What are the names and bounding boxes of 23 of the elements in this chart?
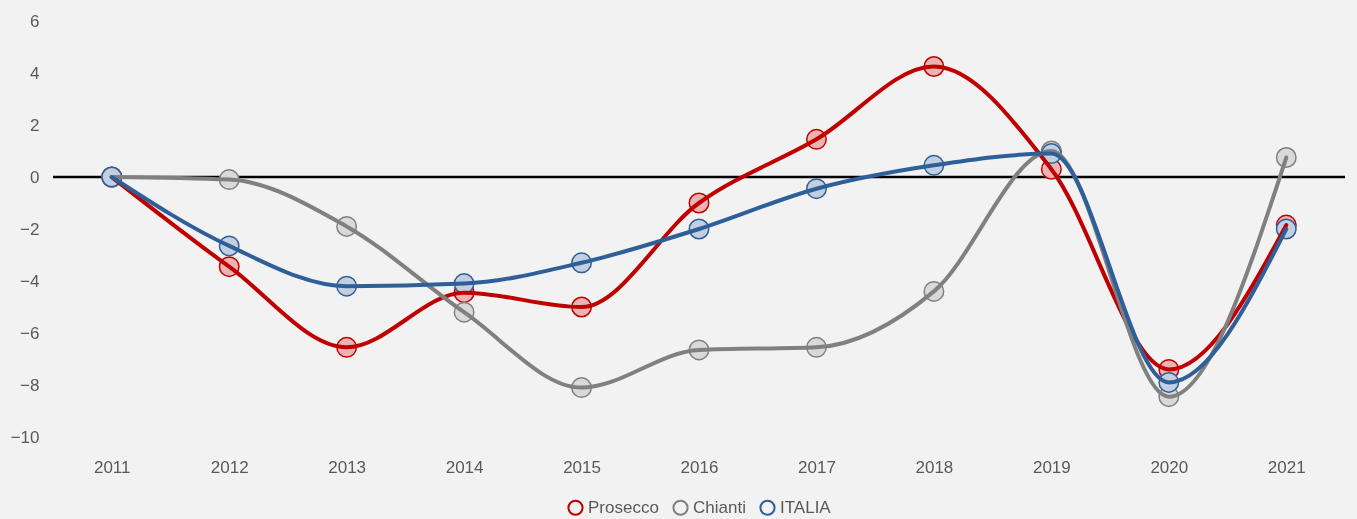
legend-label: Prosecco bbox=[588, 497, 659, 517]
x-tick-label: 2013 bbox=[328, 457, 367, 477]
x-tick-label: 2014 bbox=[445, 457, 484, 477]
x-tick-label: 2018 bbox=[915, 457, 954, 477]
x-tick-label: 2016 bbox=[680, 457, 719, 477]
x-tick-label: 2019 bbox=[1032, 457, 1071, 477]
y-tick-label: −8 bbox=[20, 375, 40, 395]
legend-label: Chianti bbox=[693, 497, 746, 517]
x-tick-label: 2012 bbox=[210, 457, 249, 477]
y-tick-label: −6 bbox=[20, 323, 40, 343]
x-tick-label: 2020 bbox=[1150, 457, 1189, 477]
y-tick-label: −2 bbox=[20, 219, 40, 239]
x-tick-label: 2021 bbox=[1267, 457, 1306, 477]
y-tick-label: 6 bbox=[30, 11, 40, 31]
y-tick-label: −10 bbox=[10, 427, 40, 447]
y-tick-label: −4 bbox=[20, 271, 40, 291]
x-tick-label: 2017 bbox=[798, 457, 836, 477]
y-tick-label: 4 bbox=[30, 63, 40, 83]
y-tick-label: 0 bbox=[30, 167, 40, 187]
y-tick-label: 2 bbox=[30, 115, 40, 135]
x-tick-label: 2015 bbox=[563, 457, 601, 477]
x-tick-label: 2011 bbox=[93, 457, 131, 477]
legend-label: ITALIA bbox=[780, 497, 832, 517]
